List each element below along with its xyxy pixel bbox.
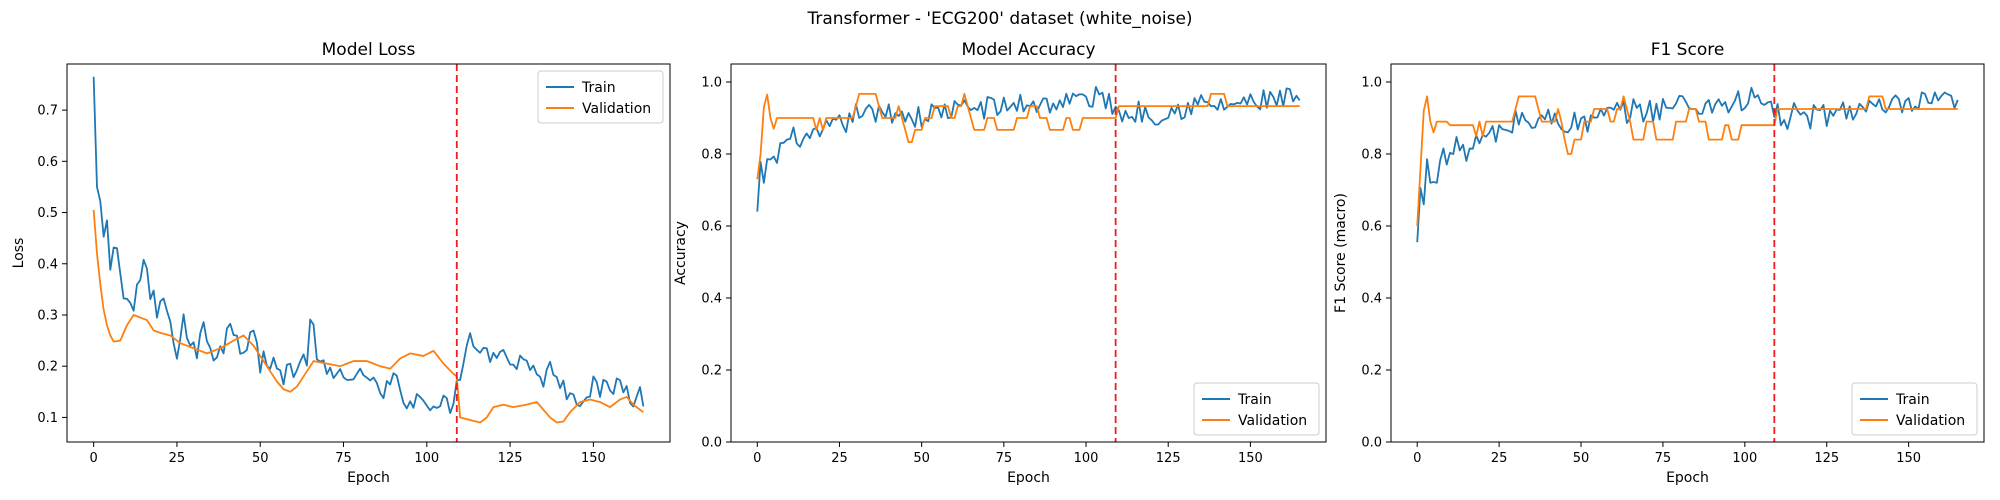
accuracy-y-axis-label: Accuracy (673, 221, 689, 285)
f1-legend: Train Validation (1851, 382, 1978, 436)
loss-y-tick-label: 0.7 (37, 104, 58, 119)
loss-x-tick-label: 0 (90, 451, 98, 466)
loss-legend-box (537, 70, 664, 124)
loss-y-tick-label: 0.5 (37, 206, 58, 221)
accuracy-y-tick-label: 0.8 (701, 148, 722, 163)
f1-y-tick-label: 0.0 (1361, 436, 1382, 451)
accuracy-x-axis-label: Epoch (1007, 470, 1050, 486)
accuracy-legend-label-validation: Validation (1238, 413, 1307, 429)
figure-suptitle: Transformer - 'ECG200' dataset (white_no… (806, 9, 1192, 29)
accuracy-legend-box (1193, 382, 1320, 436)
f1-y-axis-label: F1 Score (macro) (1333, 193, 1349, 313)
f1-x-axis-label: Epoch (1666, 470, 1709, 486)
loss-panel: Model Loss 0 25 50 75 100 125 150 0.1 0.2 0.3 0.4 0.… (11, 40, 671, 486)
accuracy-y-tick-label: 0.6 (701, 220, 722, 235)
f1-legend-box (1851, 382, 1978, 436)
accuracy-x-tick-label: 125 (1156, 451, 1181, 466)
accuracy-y-tick-label: 1.0 (701, 76, 722, 91)
f1-y-tick-label: 1.0 (1361, 76, 1382, 91)
f1-x-tick-label: 75 (1655, 451, 1672, 466)
accuracy-x-tick-label: 0 (753, 451, 761, 466)
loss-y-tick-label: 0.3 (37, 308, 58, 323)
loss-title: Model Loss (322, 40, 416, 60)
accuracy-x-tick-label: 50 (913, 451, 930, 466)
f1-x-tick-label: 50 (1573, 451, 1590, 466)
accuracy-legend: Train Validation (1193, 382, 1320, 436)
loss-x-tick-label: 150 (581, 451, 606, 466)
accuracy-x-tick-label: 150 (1238, 451, 1263, 466)
loss-y-tick-label: 0.6 (37, 155, 58, 170)
f1-y-tick-label: 0.2 (1361, 364, 1382, 379)
f1-y-tick-label: 0.8 (1361, 148, 1382, 163)
loss-series-validation (92, 209, 644, 424)
accuracy-axes-frame (730, 63, 1327, 443)
accuracy-x-tick-label: 75 (996, 451, 1013, 466)
accuracy-y-tick-label: 0.4 (701, 292, 722, 307)
f1-series-validation (1416, 95, 1958, 227)
accuracy-x-tick-label: 25 (831, 451, 848, 466)
f1-x-tick-label: 150 (1896, 451, 1921, 466)
loss-legend-label-train: Train (581, 80, 616, 96)
f1-legend-label-validation: Validation (1896, 413, 1965, 429)
loss-y-tick-label: 0.4 (37, 257, 58, 272)
loss-legend-label-validation: Validation (582, 101, 651, 117)
loss-x-tick-label: 25 (169, 451, 186, 466)
loss-x-tick-label: 100 (414, 451, 439, 466)
f1-panel: F1 Score 0 25 50 75 100 125 150 0.0 0.2 0.4 0.6 0.8 1… (1333, 40, 1985, 486)
f1-y-tick-label: 0.4 (1361, 292, 1382, 307)
f1-x-tick-label: 0 (1413, 451, 1421, 466)
accuracy-x-tick-label: 100 (1074, 451, 1099, 466)
accuracy-y-tick-label: 0.2 (701, 364, 722, 379)
accuracy-series-train (756, 85, 1301, 212)
loss-axes-frame (66, 63, 671, 443)
loss-x-tick-label: 75 (335, 451, 352, 466)
loss-y-tick-label: 0.2 (37, 360, 58, 375)
loss-x-tick-label: 50 (252, 451, 269, 466)
f1-legend-label-train: Train (1895, 392, 1930, 408)
accuracy-y-tick-label: 0.0 (701, 436, 722, 451)
loss-x-tick-label: 125 (498, 451, 523, 466)
f1-axes-frame (1390, 63, 1985, 443)
loss-x-axis-label: Epoch (347, 470, 390, 486)
f1-title: F1 Score (1651, 40, 1725, 60)
f1-x-tick-label: 125 (1814, 451, 1839, 466)
loss-series-train (92, 76, 645, 414)
accuracy-title: Model Accuracy (961, 40, 1095, 60)
loss-legend: Train Validation (537, 70, 664, 124)
loss-y-axis-label: Loss (11, 238, 27, 269)
accuracy-series-validation (756, 92, 1300, 180)
loss-y-tick-label: 0.1 (37, 411, 58, 426)
f1-x-tick-label: 25 (1491, 451, 1508, 466)
accuracy-legend-label-train: Train (1237, 392, 1272, 408)
f1-y-tick-label: 0.6 (1361, 220, 1382, 235)
accuracy-panel: Model Accuracy 0 25 50 75 100 125 150 0.0 0.2 0.4 0… (673, 40, 1327, 486)
f1-x-tick-label: 100 (1732, 451, 1757, 466)
f1-series-train (1416, 86, 1959, 243)
